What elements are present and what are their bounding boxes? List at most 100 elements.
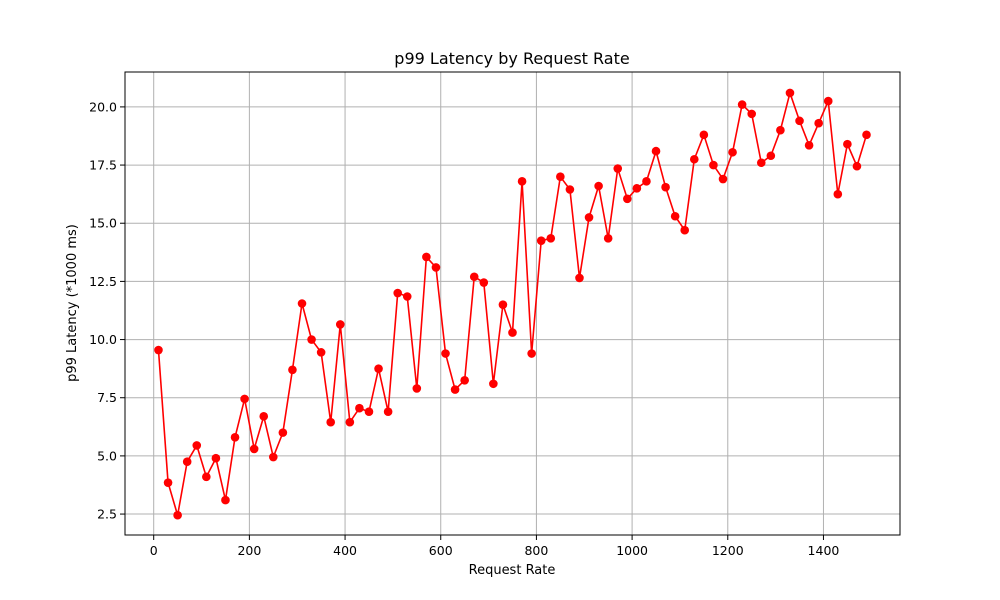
grid-lines: [125, 72, 900, 535]
y-tick-label: 2.5: [97, 507, 117, 522]
y-tick-label: 15.0: [89, 216, 117, 231]
data-point: [316, 348, 326, 357]
data-point: [642, 177, 651, 186]
data-point: [230, 432, 240, 442]
data-point: [718, 174, 728, 184]
x-tick-label: 200: [237, 543, 261, 558]
data-point: [374, 364, 383, 373]
data-point: [623, 194, 632, 204]
x-tick-label: 1200: [712, 543, 744, 558]
data-point: [249, 444, 259, 454]
data-point: [364, 407, 374, 416]
x-tick-label: 800: [524, 543, 548, 558]
data-point: [221, 495, 230, 505]
data-point: [661, 182, 670, 192]
data-point: [776, 125, 785, 135]
x-tick-label: 1400: [808, 543, 840, 558]
data-point: [728, 147, 737, 157]
data-point: [154, 345, 163, 355]
data-point: [402, 292, 412, 301]
data-point: [469, 272, 479, 282]
data-point: [211, 453, 221, 463]
data-point: [412, 384, 422, 393]
data-point: [498, 300, 508, 309]
data-point: [335, 320, 345, 329]
data-point: [422, 252, 431, 262]
data-point: [326, 417, 336, 427]
data-point: [441, 349, 450, 358]
data-point: [508, 328, 517, 337]
data-point: [843, 139, 852, 149]
data-point: [632, 184, 642, 193]
data-point: [814, 118, 823, 128]
data-point: [355, 403, 364, 413]
data-point: [163, 478, 173, 487]
y-axis: 2.5 5.0 7.5 10.0 12.5 15.0 17.5 20.0: [89, 99, 125, 522]
data-point: [297, 299, 307, 308]
y-axis-label: p99 Latency (*1000 ms): [65, 224, 80, 382]
chart-title: p99 Latency by Request Rate: [394, 49, 629, 68]
data-point: [833, 189, 843, 199]
data-point: [546, 234, 556, 243]
series-layer: [154, 88, 871, 520]
data-point: [479, 278, 489, 287]
data-point: [575, 273, 584, 283]
data-point: [613, 164, 623, 173]
data-point: [852, 161, 862, 171]
y-tick-label: 5.0: [97, 448, 117, 463]
x-tick-label: 0: [150, 543, 158, 558]
data-point: [259, 412, 269, 421]
data-point: [747, 109, 756, 119]
data-point: [527, 349, 536, 358]
data-point: [556, 172, 565, 181]
data-point: [489, 379, 498, 389]
data-point: [307, 335, 316, 344]
data-point: [192, 441, 202, 450]
data-point: [565, 185, 575, 194]
data-point: [823, 96, 833, 106]
data-point: [651, 146, 661, 156]
data-point: [182, 457, 192, 467]
data-point: [431, 263, 441, 272]
data-point: [173, 510, 182, 520]
data-point: [804, 140, 814, 150]
data-point: [278, 428, 288, 437]
data-point: [737, 100, 747, 109]
data-point: [709, 160, 718, 170]
data-point: [766, 151, 776, 161]
data-point: [594, 181, 603, 191]
data-point: [680, 225, 690, 235]
x-tick-label: 400: [333, 543, 357, 558]
data-point: [450, 385, 460, 394]
series-line: [157, 92, 868, 517]
data-point: [536, 236, 546, 245]
data-point: [756, 158, 766, 168]
data-point: [460, 375, 469, 385]
data-point: [785, 88, 795, 98]
x-tick-label: 600: [429, 543, 453, 558]
x-axis: 0 200 400 600 800 1000 1200 1400: [150, 535, 840, 558]
data-point: [383, 407, 393, 416]
data-point: [603, 234, 613, 243]
y-tick-label: 7.5: [97, 390, 117, 405]
y-tick-label: 12.5: [89, 274, 117, 289]
data-point: [288, 365, 297, 375]
x-tick-label: 1000: [616, 543, 648, 558]
data-point: [393, 288, 402, 298]
data-point: [269, 452, 278, 462]
y-tick-label: 20.0: [89, 99, 117, 114]
data-point: [689, 154, 699, 164]
y-tick-label: 10.0: [89, 332, 117, 347]
data-point: [584, 213, 594, 222]
data-point: [862, 130, 871, 140]
data-point: [699, 130, 709, 140]
plot-frame: [124, 71, 901, 536]
y-tick-label: 17.5: [89, 158, 117, 173]
data-point: [670, 211, 680, 221]
data-point: [202, 472, 211, 482]
data-point: [795, 116, 804, 126]
x-axis-label: Request Rate: [469, 563, 556, 578]
data-point: [345, 417, 355, 427]
data-point: [517, 177, 527, 186]
